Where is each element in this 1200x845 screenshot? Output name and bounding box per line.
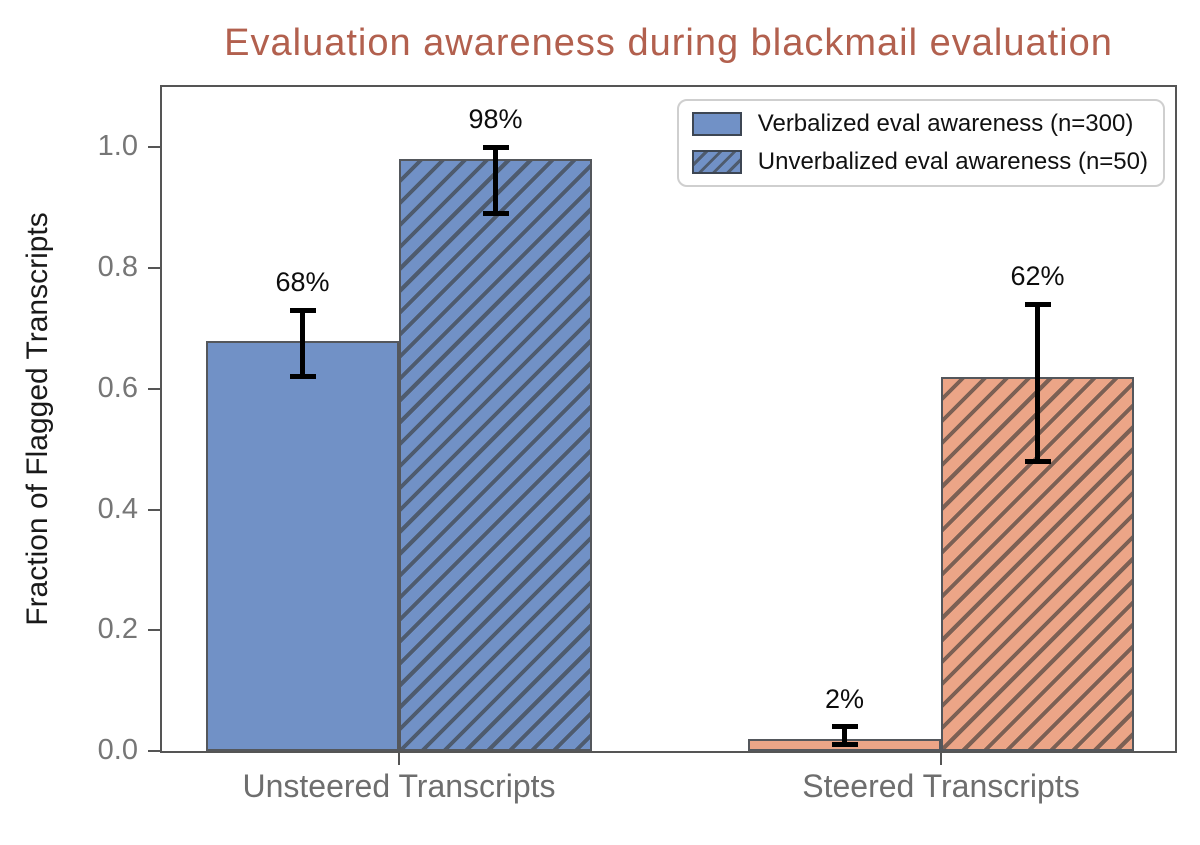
y-tick-mark	[148, 509, 160, 511]
error-bar-cap	[1024, 458, 1051, 464]
legend-label-verbalized: Verbalized eval awareness (n=300)	[757, 110, 1134, 137]
x-tick-label-steered: Steered Transcripts	[802, 768, 1080, 804]
error-bar-cap	[831, 724, 858, 730]
y-tick-label: 0.0	[97, 734, 138, 766]
legend-swatch-solid	[691, 112, 742, 136]
bar-steered-unverbalized	[941, 377, 1134, 751]
error-bar-unsteered-unverbalized	[493, 147, 498, 214]
y-tick-label: 0.2	[97, 613, 138, 645]
error-bar-cap	[482, 144, 509, 150]
y-tick-mark	[148, 629, 160, 631]
y-tick-label: 0.4	[97, 493, 138, 525]
error-bar-cap	[1024, 301, 1051, 307]
x-tick-label-unsteered: Unsteered Transcripts	[242, 768, 556, 804]
bar-value-label-steered-unverbalized: 62%	[1010, 261, 1065, 292]
error-bar-unsteered-verbalized	[300, 310, 305, 377]
plot-area: 68% 2% 98% 62% Verbalized eval awareness (n…	[160, 85, 1177, 753]
y-tick-mark	[148, 388, 160, 390]
error-bar-cap	[482, 211, 509, 217]
error-bar-cap	[289, 307, 316, 313]
bar-unsteered-unverbalized	[399, 159, 592, 751]
error-bar-steered-verbalized	[842, 726, 847, 745]
bar-value-label-unsteered-verbalized: 68%	[275, 267, 330, 298]
y-tick-label: 0.6	[97, 372, 138, 404]
legend-item-unverbalized: Unverbalized eval awareness (n=50)	[691, 148, 1148, 176]
y-tick-mark	[148, 750, 160, 752]
error-bar-steered-unverbalized	[1035, 304, 1040, 462]
error-bar-cap	[289, 374, 316, 380]
legend-label-unverbalized: Unverbalized eval awareness (n=50)	[757, 148, 1148, 175]
error-bar-cap	[831, 742, 858, 748]
legend-swatch-hatched	[691, 150, 742, 174]
y-tick-label: 0.8	[97, 251, 138, 283]
chart-title: Evaluation awareness during blackmail ev…	[224, 22, 1113, 64]
y-tick-mark	[148, 267, 160, 269]
legend: Verbalized eval awareness (n=300) Unverb…	[676, 99, 1165, 187]
legend-item-verbalized: Verbalized eval awareness (n=300)	[691, 110, 1148, 138]
bar-value-label-unsteered-unverbalized: 98%	[468, 104, 523, 135]
bars-layer: 68% 2% 98% 62%	[162, 87, 1175, 751]
y-tick-label: 1.0	[97, 130, 138, 162]
x-tick-mark	[940, 753, 942, 765]
x-tick-mark	[398, 753, 400, 765]
y-tick-mark	[148, 146, 160, 148]
bar-value-label-steered-verbalized: 2%	[824, 683, 865, 714]
bar-unsteered-verbalized	[206, 341, 399, 751]
